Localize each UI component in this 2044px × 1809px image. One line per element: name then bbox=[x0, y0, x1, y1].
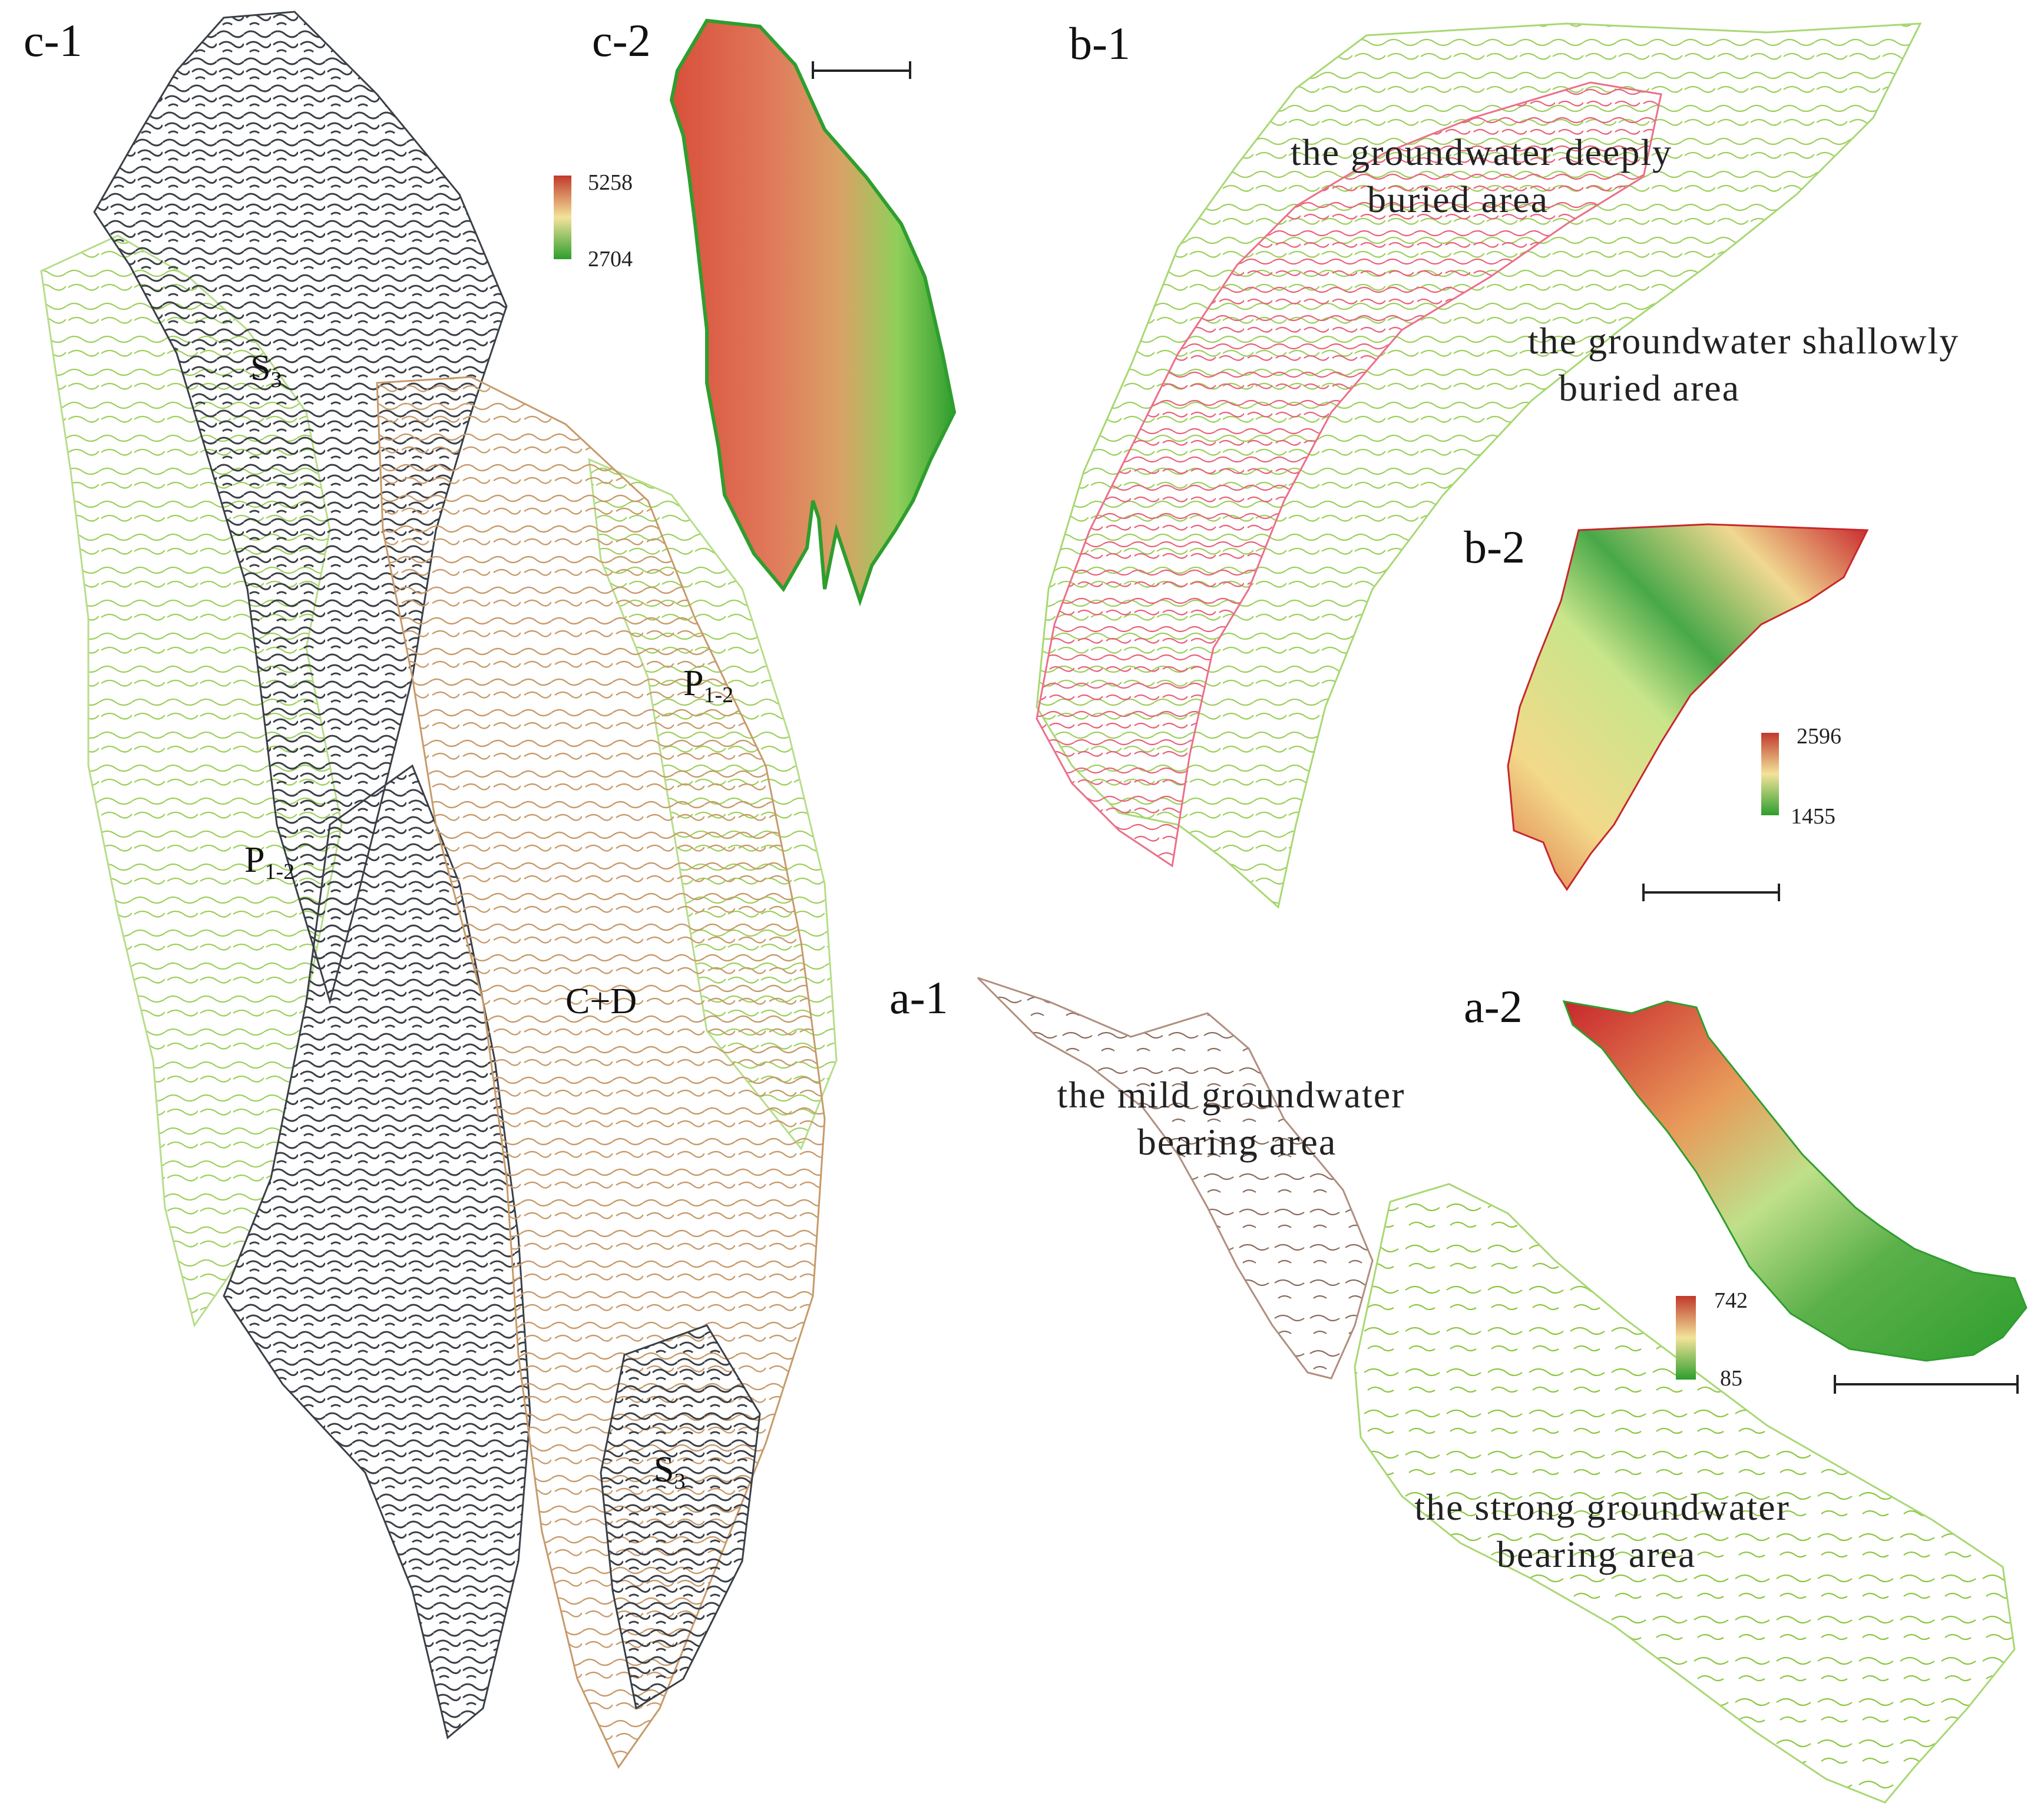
c1-p12-label-west: P1-2 bbox=[244, 840, 295, 884]
c2-legend-max: 5258 bbox=[588, 170, 633, 195]
a2-dem-map bbox=[1562, 1000, 2028, 1362]
panel-a2: a-2 742 85 bbox=[1464, 981, 2028, 1394]
panel-b1: b-1 the groundwater deeply buried area t… bbox=[1036, 18, 1960, 909]
c1-s3-south-zone bbox=[600, 1324, 761, 1710]
panel-c1: c-1 S3 P1-2 P1-2 C+D S3 bbox=[24, 11, 838, 1769]
b1-zone-shallow-line1: the groundwater shallowly bbox=[1528, 320, 1960, 362]
panel-b1-label: b-1 bbox=[1069, 18, 1130, 69]
panel-c1-label: c-1 bbox=[24, 15, 82, 66]
a2-legend-min: 85 bbox=[1720, 1366, 1742, 1391]
b1-red-region bbox=[1036, 81, 1662, 868]
panel-a1-label: a-1 bbox=[889, 972, 948, 1023]
c1-s3-label-south: S3 bbox=[654, 1450, 685, 1494]
panel-a2-label: a-2 bbox=[1464, 981, 1523, 1032]
panel-a1: a-1 the mild groundwater bearing area th… bbox=[889, 972, 2016, 1804]
c1-p12-label-east: P1-2 bbox=[683, 663, 733, 707]
panel-c2-label: c-2 bbox=[592, 15, 651, 66]
panel-b2: b-2 2596 1455 bbox=[1464, 521, 1869, 901]
a1-zone-mild-line2: bearing area bbox=[1137, 1121, 1337, 1163]
a1-zone-strong-line1: the strong groundwater bbox=[1414, 1486, 1790, 1528]
a2-legend-bar bbox=[1676, 1296, 1696, 1380]
b2-legend-min: 1455 bbox=[1791, 804, 1835, 829]
c2-legend-min: 2704 bbox=[588, 247, 633, 272]
b1-zone-deep-line2: buried area bbox=[1367, 178, 1549, 220]
panel-c2: c-2 5258 2704 bbox=[554, 15, 957, 607]
a1-strong-region bbox=[1354, 1183, 2016, 1804]
c2-dem-map bbox=[669, 18, 957, 607]
c2-legend-bar bbox=[554, 176, 571, 259]
c1-s3-label-north: S3 bbox=[250, 348, 282, 392]
a2-legend-max: 742 bbox=[1714, 1288, 1748, 1313]
c1-cd-label: C+D bbox=[565, 981, 637, 1021]
a1-mild-region bbox=[977, 977, 1374, 1380]
b2-legend-bar bbox=[1761, 733, 1779, 815]
b2-legend-max: 2596 bbox=[1797, 724, 1841, 749]
panel-b2-label: b-2 bbox=[1464, 521, 1525, 573]
a1-zone-strong-line2: bearing area bbox=[1497, 1533, 1696, 1575]
b1-zone-deep-line1: the groundwater deeply bbox=[1291, 131, 1672, 173]
a1-zone-mild-line1: the mild groundwater bbox=[1057, 1074, 1405, 1116]
b1-zone-shallow-line2: buried area bbox=[1559, 367, 1740, 409]
b2-dem-map bbox=[1507, 523, 1869, 891]
